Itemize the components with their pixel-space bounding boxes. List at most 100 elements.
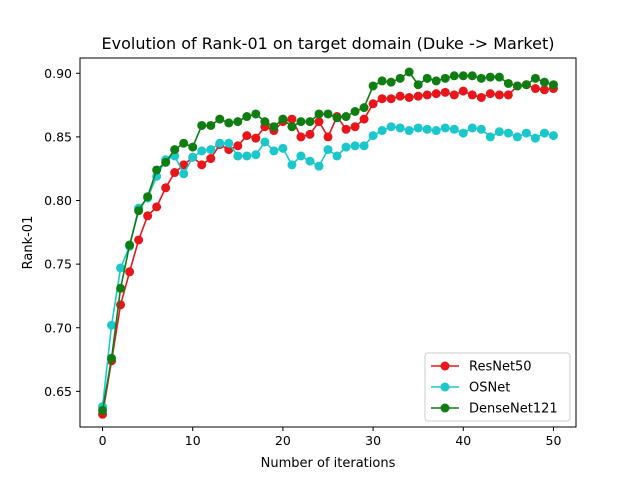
data-point-osnet (458, 128, 468, 138)
data-point-resnet50 (458, 86, 468, 96)
data-point-densenet121 (359, 103, 369, 113)
data-point-resnet50 (449, 90, 459, 100)
data-point-densenet121 (521, 80, 531, 90)
data-point-densenet121 (170, 145, 180, 155)
legend-marker (440, 403, 450, 413)
y-tick-label: 0.75 (44, 257, 72, 272)
legend-label: OSNet (469, 381, 510, 396)
data-point-osnet (305, 156, 315, 166)
x-tick-label: 30 (365, 433, 381, 448)
data-point-resnet50 (341, 124, 351, 134)
y-tick-label: 0.80 (44, 193, 72, 208)
data-point-osnet (512, 132, 522, 142)
data-point-resnet50 (170, 168, 180, 178)
data-point-resnet50 (494, 90, 504, 100)
data-point-resnet50 (530, 84, 540, 94)
data-point-densenet121 (530, 73, 540, 83)
data-point-osnet (260, 137, 270, 147)
data-point-resnet50 (152, 202, 162, 212)
data-point-densenet121 (404, 67, 414, 77)
data-point-osnet (377, 126, 387, 136)
data-point-osnet (548, 131, 558, 141)
data-point-resnet50 (197, 160, 207, 170)
legend: ResNet50 OSNet DenseNet121 (424, 352, 571, 422)
data-point-densenet121 (476, 73, 486, 83)
data-point-resnet50 (305, 129, 315, 139)
data-point-densenet121 (161, 157, 171, 167)
data-point-osnet (116, 263, 126, 273)
data-point-densenet121 (458, 71, 468, 81)
legend-entry-densenet121: DenseNet121 (431, 402, 558, 417)
data-point-osnet (197, 146, 207, 156)
data-point-osnet (332, 151, 342, 161)
data-point-resnet50 (314, 117, 324, 127)
data-point-osnet (278, 143, 288, 153)
data-point-densenet121 (377, 76, 387, 86)
data-point-osnet (233, 151, 243, 161)
data-point-densenet121 (323, 109, 333, 119)
data-point-densenet121 (314, 109, 324, 119)
y-tick-label: 0.90 (44, 66, 72, 81)
data-point-densenet121 (350, 106, 360, 116)
data-point-resnet50 (161, 183, 171, 193)
data-point-osnet (314, 161, 324, 171)
data-point-resnet50 (323, 132, 333, 142)
data-point-densenet121 (116, 283, 126, 293)
data-point-resnet50 (233, 141, 243, 151)
data-point-densenet121 (260, 117, 270, 127)
data-point-osnet (368, 131, 378, 141)
data-point-resnet50 (503, 90, 513, 100)
data-point-osnet (431, 126, 441, 136)
data-point-osnet (476, 124, 486, 134)
x-tick-label: 0 (99, 433, 107, 448)
data-point-osnet (179, 169, 189, 179)
data-point-densenet121 (440, 73, 450, 83)
data-point-densenet121 (413, 80, 423, 90)
data-point-densenet121 (98, 405, 108, 415)
data-point-resnet50 (431, 89, 441, 99)
data-point-densenet121 (503, 78, 513, 88)
data-point-osnet (269, 146, 279, 156)
data-point-resnet50 (440, 87, 450, 97)
x-tick-label: 10 (185, 433, 201, 448)
data-point-resnet50 (422, 90, 432, 100)
y-tick-label: 0.85 (44, 129, 72, 144)
data-point-resnet50 (125, 267, 135, 277)
data-point-resnet50 (350, 122, 360, 132)
data-point-osnet (395, 123, 405, 133)
data-point-densenet121 (215, 114, 225, 124)
data-point-resnet50 (134, 235, 144, 245)
legend-label: ResNet50 (469, 360, 532, 375)
data-point-osnet (467, 123, 477, 133)
data-point-densenet121 (107, 353, 117, 363)
data-point-resnet50 (206, 154, 216, 164)
y-axis-label: Rank-01 (21, 216, 36, 270)
data-point-osnet (386, 122, 396, 132)
data-point-densenet121 (179, 138, 189, 148)
data-point-osnet (539, 128, 549, 138)
data-point-densenet121 (287, 122, 297, 132)
data-point-resnet50 (296, 132, 306, 142)
series-layer (98, 67, 558, 419)
data-point-osnet (188, 152, 198, 162)
data-point-resnet50 (386, 94, 396, 104)
data-point-resnet50 (143, 211, 153, 221)
data-point-densenet121 (143, 192, 153, 202)
data-point-densenet121 (548, 80, 558, 90)
data-point-densenet121 (368, 81, 378, 91)
data-point-densenet121 (278, 114, 288, 124)
y-axis: 0.65 0.70 0.75 0.80 0.85 0.90 (44, 66, 80, 399)
data-point-resnet50 (179, 160, 189, 170)
data-point-densenet121 (539, 77, 549, 87)
data-point-osnet (521, 128, 531, 138)
data-point-osnet (485, 132, 495, 142)
data-point-densenet121 (512, 81, 522, 91)
data-point-resnet50 (395, 91, 405, 101)
series-osnet (98, 122, 558, 412)
data-point-densenet121 (341, 112, 351, 122)
series-densenet121 (98, 67, 558, 415)
data-point-resnet50 (476, 92, 486, 102)
data-point-densenet121 (395, 73, 405, 83)
data-point-osnet (413, 123, 423, 133)
data-point-osnet (341, 142, 351, 152)
